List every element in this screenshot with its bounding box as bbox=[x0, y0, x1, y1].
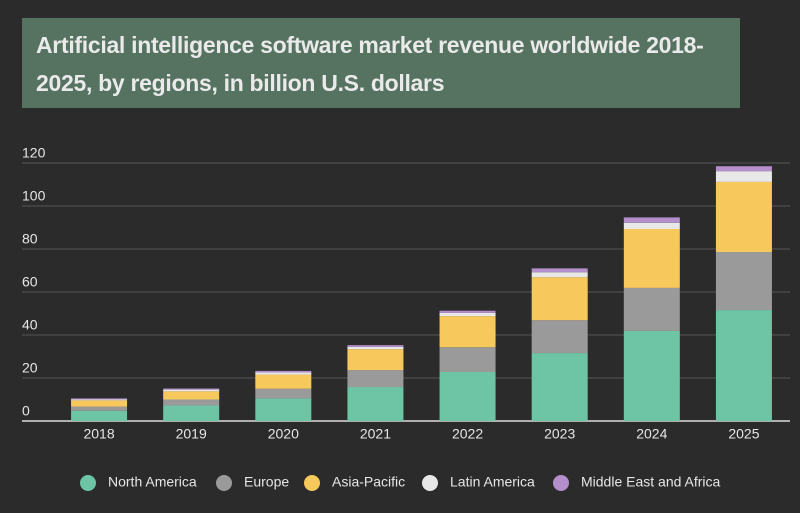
y-tick-label: 120 bbox=[22, 145, 46, 161]
x-tick-label: 2020 bbox=[268, 426, 299, 442]
bar-segment bbox=[163, 399, 220, 406]
bar-segment bbox=[255, 372, 312, 375]
bar-segment bbox=[255, 388, 312, 399]
bar-segment bbox=[347, 370, 404, 388]
legend-label: Europe bbox=[244, 474, 289, 490]
x-tick-label: 2022 bbox=[452, 426, 483, 442]
legend-swatch bbox=[216, 475, 232, 491]
bar-segment bbox=[623, 222, 680, 230]
x-tick-label: 2019 bbox=[176, 426, 207, 442]
bar-segment bbox=[715, 171, 772, 182]
chart-title: Artificial intelligence software market … bbox=[22, 18, 740, 108]
y-tick-label: 20 bbox=[22, 360, 38, 376]
legend-label: Middle East and Africa bbox=[581, 474, 721, 490]
bar-segment bbox=[715, 252, 772, 311]
x-tick-label: 2023 bbox=[544, 426, 575, 442]
bar-segment bbox=[531, 272, 588, 278]
bar-segment bbox=[163, 388, 220, 390]
y-tick-label: 100 bbox=[22, 188, 46, 204]
x-tick-label: 2024 bbox=[636, 426, 667, 442]
bar-segment bbox=[71, 406, 128, 411]
bar-segment bbox=[531, 277, 588, 321]
y-tick-label: 80 bbox=[22, 231, 38, 247]
bar-segment bbox=[255, 398, 312, 421]
bar-segment bbox=[623, 217, 680, 223]
bar-segment bbox=[71, 398, 128, 400]
bar-segment bbox=[623, 287, 680, 331]
y-tick-label: 0 bbox=[22, 403, 30, 419]
bar-segment bbox=[531, 320, 588, 354]
bar-segment bbox=[347, 345, 404, 347]
bar-segment bbox=[715, 181, 772, 253]
bar-segment bbox=[531, 353, 588, 421]
bar-segment bbox=[71, 410, 128, 421]
bar-segment bbox=[531, 268, 588, 273]
bar-segment bbox=[347, 349, 404, 371]
legend-swatch bbox=[422, 475, 438, 491]
y-tick-label: 40 bbox=[22, 317, 38, 333]
bar-segment bbox=[163, 391, 220, 400]
x-tick-label: 2025 bbox=[728, 426, 759, 442]
bar-segment bbox=[71, 399, 128, 401]
bar-segment bbox=[347, 387, 404, 421]
x-tick-label: 2018 bbox=[83, 426, 114, 442]
bar-segment bbox=[439, 316, 496, 348]
bar-segment bbox=[623, 229, 680, 288]
bar-segment bbox=[255, 374, 312, 389]
bar-segment bbox=[163, 389, 220, 392]
legend-label: North America bbox=[108, 474, 197, 490]
bar-segment bbox=[439, 312, 496, 317]
bar-segment bbox=[715, 166, 772, 172]
legend-swatch bbox=[553, 475, 569, 491]
bar-segment bbox=[347, 346, 404, 350]
bar-segment bbox=[439, 347, 496, 372]
legend-label: Latin America bbox=[450, 474, 535, 490]
bar-segment bbox=[623, 330, 680, 421]
y-tick-label: 60 bbox=[22, 274, 38, 290]
bar-segment bbox=[439, 371, 496, 421]
x-tick-label: 2021 bbox=[360, 426, 391, 442]
bar-segment bbox=[439, 310, 496, 313]
legend-swatch bbox=[304, 475, 320, 491]
legend-swatch bbox=[80, 475, 96, 491]
bar-segment bbox=[71, 400, 128, 407]
bar-segment bbox=[255, 370, 312, 373]
bar-segment bbox=[715, 310, 772, 421]
legend-label: Asia-Pacific bbox=[332, 474, 405, 490]
bar-segment bbox=[163, 405, 220, 421]
